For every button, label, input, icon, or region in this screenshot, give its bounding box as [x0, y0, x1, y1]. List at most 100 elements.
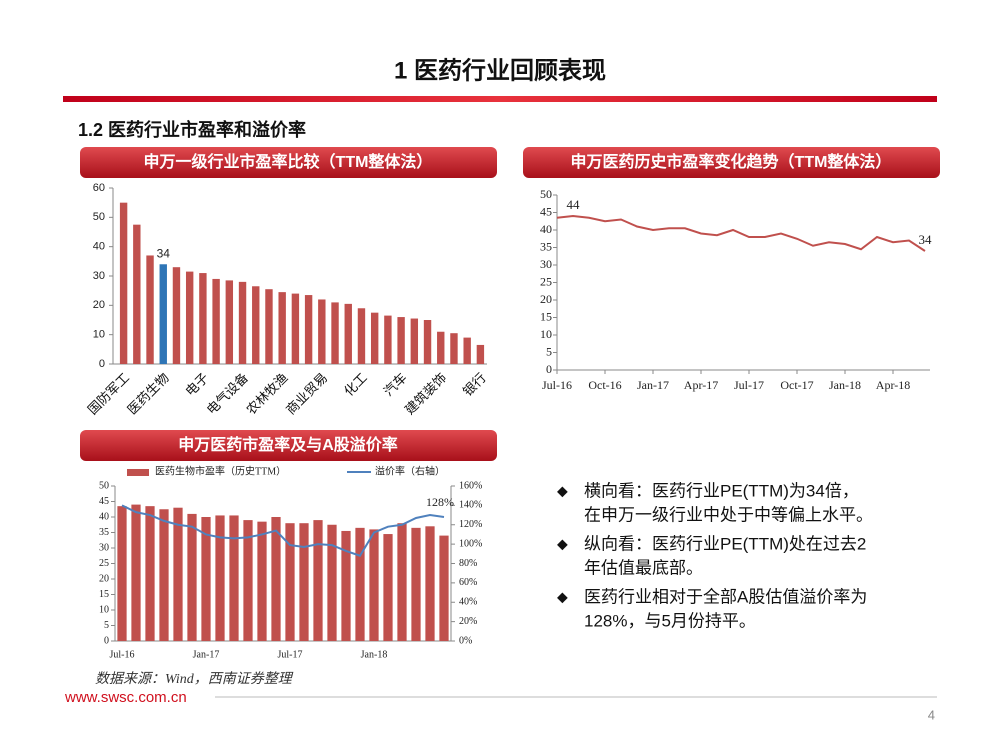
- title-rule: [63, 96, 937, 102]
- legend-label: 医药生物市盈率（历史TTM）: [155, 464, 286, 477]
- x-tick-label: 医药生物: [124, 370, 171, 417]
- bar: [437, 331, 445, 364]
- panel-header: [80, 430, 497, 461]
- y-tick-label: 10: [93, 329, 105, 341]
- bar: [318, 299, 326, 364]
- bar: [271, 517, 281, 641]
- bar: [225, 280, 234, 364]
- x-tick-label: Jul-16: [542, 378, 572, 392]
- y-tick-label: 40: [99, 511, 109, 522]
- y-tick-label: 50: [99, 480, 109, 491]
- bar: [212, 278, 220, 364]
- bar: [265, 289, 273, 364]
- y-tick-label: 50: [93, 211, 105, 223]
- y-tick-label: 0: [99, 358, 105, 370]
- y-tick-label: 15: [540, 309, 552, 323]
- x-tick-label: Jul-17: [734, 378, 764, 392]
- y-tick-label: 0: [546, 362, 552, 376]
- panel-header: [523, 147, 940, 178]
- bullet-text: 128%，与5月份持平。: [584, 611, 756, 630]
- bullet-text: 在申万一级行业中处于中等偏上水平。: [584, 505, 873, 524]
- bar: [159, 264, 167, 364]
- bar: [133, 224, 141, 364]
- x-tick-label: Jan-18: [829, 378, 861, 392]
- y-tick-label: 10: [540, 327, 552, 341]
- x-tick-label: Apr-17: [684, 378, 718, 392]
- website: www.swsc.com.cn: [64, 689, 187, 706]
- bullet-text: 年估值最底部。: [584, 558, 703, 577]
- y-tick-label: 20: [99, 573, 109, 584]
- bar: [215, 515, 225, 641]
- x-tick-label: Oct-17: [780, 378, 813, 392]
- x-tick-label: 国防军工: [85, 370, 132, 417]
- bar: [291, 293, 300, 364]
- source-note: 数据来源：Wind，西南证券整理: [95, 671, 294, 687]
- bar: [173, 507, 183, 641]
- y-tick-label: 35: [540, 239, 552, 253]
- bullet-text: 横向看：医药行业PE(TTM)为34倍，: [584, 481, 859, 500]
- bar: [384, 315, 392, 364]
- x-tick-label: 农林牧渔: [243, 370, 290, 417]
- bar: [229, 515, 239, 641]
- y-tick-label: 30: [93, 270, 105, 282]
- y-tick-label: 60: [93, 182, 105, 194]
- bar: [278, 292, 286, 364]
- y2-tick-label: 80%: [459, 558, 477, 569]
- bar: [344, 303, 352, 364]
- x-tick-label: Oct-16: [588, 378, 621, 392]
- slide-title: 1 医药行业回顾表现: [394, 56, 606, 84]
- y-tick-label: 10: [99, 604, 109, 615]
- page-number: 4: [928, 707, 935, 722]
- bar: [172, 267, 181, 364]
- x-tick-label: Jan-18: [361, 649, 388, 660]
- bar: [331, 302, 339, 364]
- panel-header: [80, 147, 497, 178]
- bar: [423, 320, 432, 364]
- x-tick-label: Apr-18: [876, 378, 910, 392]
- data-label: 34: [919, 232, 933, 247]
- bar: [411, 527, 421, 641]
- chart-title: 申万医药历史市盈率变化趋势（TTM整体法）: [571, 152, 892, 171]
- bar: [313, 520, 323, 641]
- bar: [341, 530, 351, 641]
- chart-title: 申万一级行业市盈率比较（TTM整体法）: [144, 152, 433, 171]
- y2-tick-label: 140%: [459, 500, 482, 511]
- y2-tick-label: 160%: [459, 480, 482, 491]
- y-tick-label: 35: [99, 527, 109, 538]
- legend-label: 溢价率（右轴）: [375, 464, 445, 477]
- bullet-icon: ◆: [557, 589, 568, 605]
- y-tick-label: 25: [540, 274, 552, 288]
- y-tick-label: 20: [540, 292, 552, 306]
- bar: [355, 527, 365, 641]
- bullet-icon: ◆: [557, 483, 568, 499]
- bar: [243, 520, 253, 641]
- y-tick-label: 30: [99, 542, 109, 553]
- bar: [450, 333, 458, 364]
- x-tick-label: 汽车: [381, 370, 410, 399]
- bar: [285, 523, 295, 641]
- bar: [117, 506, 127, 641]
- bar: [252, 286, 260, 364]
- y-tick-label: 25: [99, 558, 109, 569]
- bar: [397, 523, 407, 641]
- y-tick-label: 40: [93, 241, 105, 253]
- y-tick-label: 15: [99, 589, 109, 600]
- x-tick-label: Jul-17: [278, 649, 303, 660]
- x-tick-label: Jan-17: [637, 378, 669, 392]
- bar: [199, 273, 207, 364]
- y2-tick-label: 0%: [459, 635, 472, 646]
- y2-tick-label: 120%: [459, 519, 482, 530]
- bar: [159, 509, 169, 641]
- y2-tick-label: 100%: [459, 538, 482, 549]
- x-tick-label: 银行: [460, 370, 489, 399]
- bullet-text: 纵向看：医药行业PE(TTM)处在过去2: [584, 534, 866, 553]
- bar: [357, 308, 366, 364]
- bar: [304, 295, 313, 364]
- x-tick-label: 电子: [182, 370, 211, 399]
- legend-swatch: [127, 469, 149, 476]
- y-tick-label: 20: [93, 299, 105, 311]
- x-tick-label: 商业贸易: [283, 370, 330, 417]
- bar: [369, 529, 379, 641]
- y-tick-label: 50: [540, 187, 552, 201]
